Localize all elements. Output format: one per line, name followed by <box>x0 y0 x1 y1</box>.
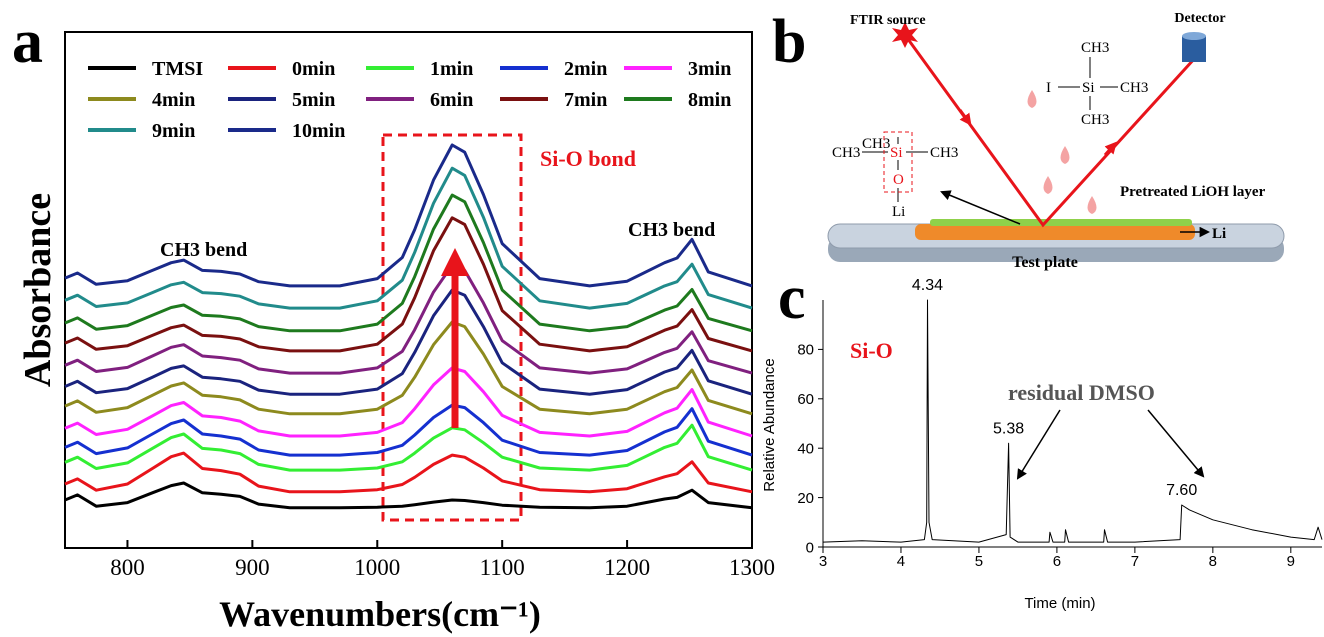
bonds <box>1058 57 1118 110</box>
x-tick-label: 3 <box>819 553 827 570</box>
atom: I <box>1046 80 1051 96</box>
y-tick-label: 40 <box>797 440 814 457</box>
legend-label: 10min <box>292 120 345 142</box>
x-tick-label: 1000 <box>354 555 400 580</box>
atom: CH3 <box>832 145 860 161</box>
diagram: b Test plate Pretreated LiOH layer Li FT… <box>772 8 1285 271</box>
atom: Si <box>1082 80 1095 96</box>
label: Pretreated LiOH layer <box>1120 184 1266 200</box>
legend-label: 2min <box>564 58 607 80</box>
legend-label: 7min <box>564 89 607 111</box>
atom: CH3 <box>1120 80 1148 96</box>
arrow <box>1016 409 1061 480</box>
x-tick-label: 6 <box>1053 553 1061 570</box>
legend-label: 3min <box>688 58 731 80</box>
panel-label: c <box>778 264 806 332</box>
series-line <box>64 216 753 353</box>
x-tick-label: 1200 <box>604 555 650 580</box>
x-tick-label: 1300 <box>729 555 775 580</box>
panel-label: a <box>12 8 43 76</box>
y-axis-label: Relative Abundance <box>761 358 778 491</box>
beam <box>903 34 1197 228</box>
label: Test plate <box>1012 254 1078 271</box>
beam-arrow <box>958 109 972 126</box>
legend-label: 5min <box>292 89 335 111</box>
atom: Li <box>892 204 905 220</box>
series-line <box>64 366 753 438</box>
label: Li <box>1212 226 1226 242</box>
series-line <box>64 263 753 375</box>
legend-label: TMSI <box>152 58 203 80</box>
atom: Si <box>890 145 903 161</box>
x-axis-label: Wavenumbers(cm⁻¹) <box>219 594 541 634</box>
li-layer <box>915 224 1195 240</box>
legend-label: 6min <box>430 89 473 111</box>
series-line <box>64 423 753 472</box>
legend-label: 9min <box>152 120 195 142</box>
series-line <box>64 288 753 396</box>
annotation: Si-O <box>850 338 893 363</box>
x-tick-label: 800 <box>110 555 145 580</box>
x-tick-label: 7 <box>1131 553 1139 570</box>
series-line <box>64 403 753 457</box>
x-tick-label: 5 <box>975 553 983 570</box>
detector-icon <box>1182 32 1206 40</box>
atom: CH3 <box>1081 112 1109 128</box>
peak-label: 5.38 <box>993 420 1024 437</box>
lioh-layer <box>930 219 1192 226</box>
atom: CH3 <box>862 136 890 152</box>
series-line <box>64 481 753 510</box>
x-tick-label: 9 <box>1287 553 1295 570</box>
detector-icon <box>1182 36 1206 62</box>
annotation: CH3 bend <box>628 219 715 241</box>
x-tick-label: 900 <box>235 555 270 580</box>
droplets <box>1027 90 1097 214</box>
y-tick-label: 20 <box>797 490 814 507</box>
x-tick-label: 8 <box>1209 553 1217 570</box>
legend-label: 1min <box>430 58 473 80</box>
series-line <box>64 193 753 333</box>
y-tick-label: 0 <box>806 539 814 556</box>
plot-frame <box>64 31 753 549</box>
arrow <box>1147 409 1205 478</box>
series-line <box>64 166 753 310</box>
atom: O <box>893 172 904 188</box>
beam-arrow <box>1103 141 1117 156</box>
legend-label: 8min <box>688 89 731 111</box>
annotation: residual DMSO <box>1008 380 1155 405</box>
panel-label: b <box>772 8 806 76</box>
atom: CH3 <box>1081 40 1109 56</box>
annotation: Si-O bond <box>540 146 636 171</box>
series-line <box>64 320 753 416</box>
arrow <box>940 190 1021 225</box>
legend-label: 4min <box>152 89 195 111</box>
series-line <box>64 143 753 288</box>
y-tick-label: 80 <box>797 342 814 359</box>
label: FTIR source <box>850 13 926 28</box>
legend-label: 0min <box>292 58 335 80</box>
y-tick-label: 60 <box>797 391 814 408</box>
highlight-box <box>883 131 913 193</box>
peak-label: 7.60 <box>1166 482 1197 499</box>
annotation: CH3 bend <box>160 239 247 261</box>
y-axis-label: Absorbance <box>17 193 59 387</box>
series-line <box>64 451 753 494</box>
peak-label: 4.34 <box>912 277 943 294</box>
atom: CH3 <box>930 145 958 161</box>
x-tick-label: 1100 <box>480 555 525 580</box>
series-line <box>822 299 1323 543</box>
x-axis-label: Time (min) <box>1024 595 1095 612</box>
label: Detector <box>1174 11 1225 26</box>
x-tick-label: 4 <box>897 553 905 570</box>
source-icon <box>892 22 918 48</box>
